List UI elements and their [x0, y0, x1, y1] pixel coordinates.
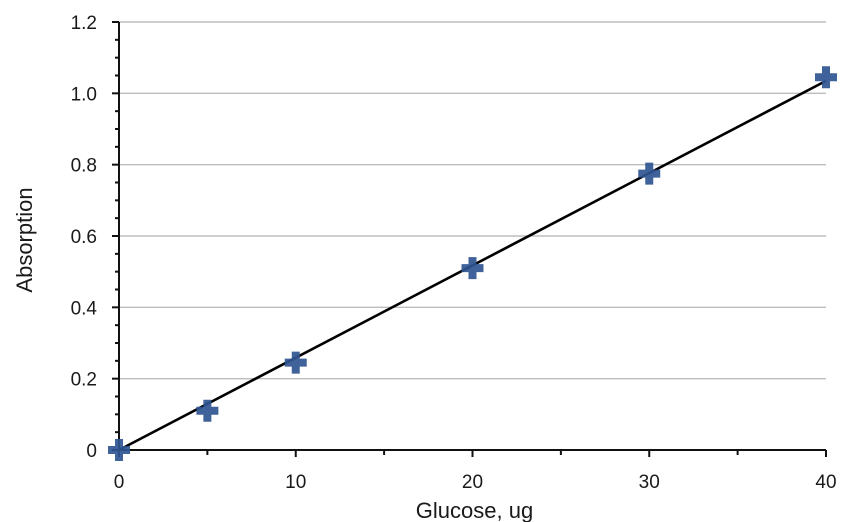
- data-point-2: [284, 351, 307, 374]
- y-axis-title: Absorption: [12, 187, 37, 292]
- data-point-3: [461, 257, 484, 280]
- y-tick-label-3: 0.6: [71, 227, 97, 248]
- data-point-1: [196, 399, 219, 422]
- x-tick-label-2: 20: [462, 472, 483, 493]
- x-tick-label-3: 30: [639, 472, 660, 493]
- tick-marks: [112, 21, 827, 457]
- y-tick-label-4: 0.8: [71, 156, 97, 177]
- data-point-4: [638, 162, 661, 185]
- x-tick-label-1: 10: [285, 472, 306, 493]
- y-tick-label-5: 1.0: [71, 84, 97, 105]
- data-points: [108, 66, 837, 461]
- y-tick-label-0: 0: [86, 441, 97, 462]
- data-point-0: [108, 439, 130, 461]
- y-tick-label-2: 0.4: [71, 298, 98, 319]
- grid-lines: [119, 21, 826, 380]
- x-tick-label-4: 40: [815, 472, 836, 493]
- tick-labels: 0 0.2 0.4 0.6 0.8 1.0 1.2 0 10 20 30 40: [71, 13, 837, 493]
- x-tick-label-0: 0: [114, 472, 125, 493]
- x-axis-title: Glucose, ug: [416, 498, 533, 522]
- y-tick-label-1: 0.2: [71, 370, 97, 391]
- y-tick-label-6: 1.2: [71, 13, 97, 34]
- data-point-5: [815, 66, 837, 89]
